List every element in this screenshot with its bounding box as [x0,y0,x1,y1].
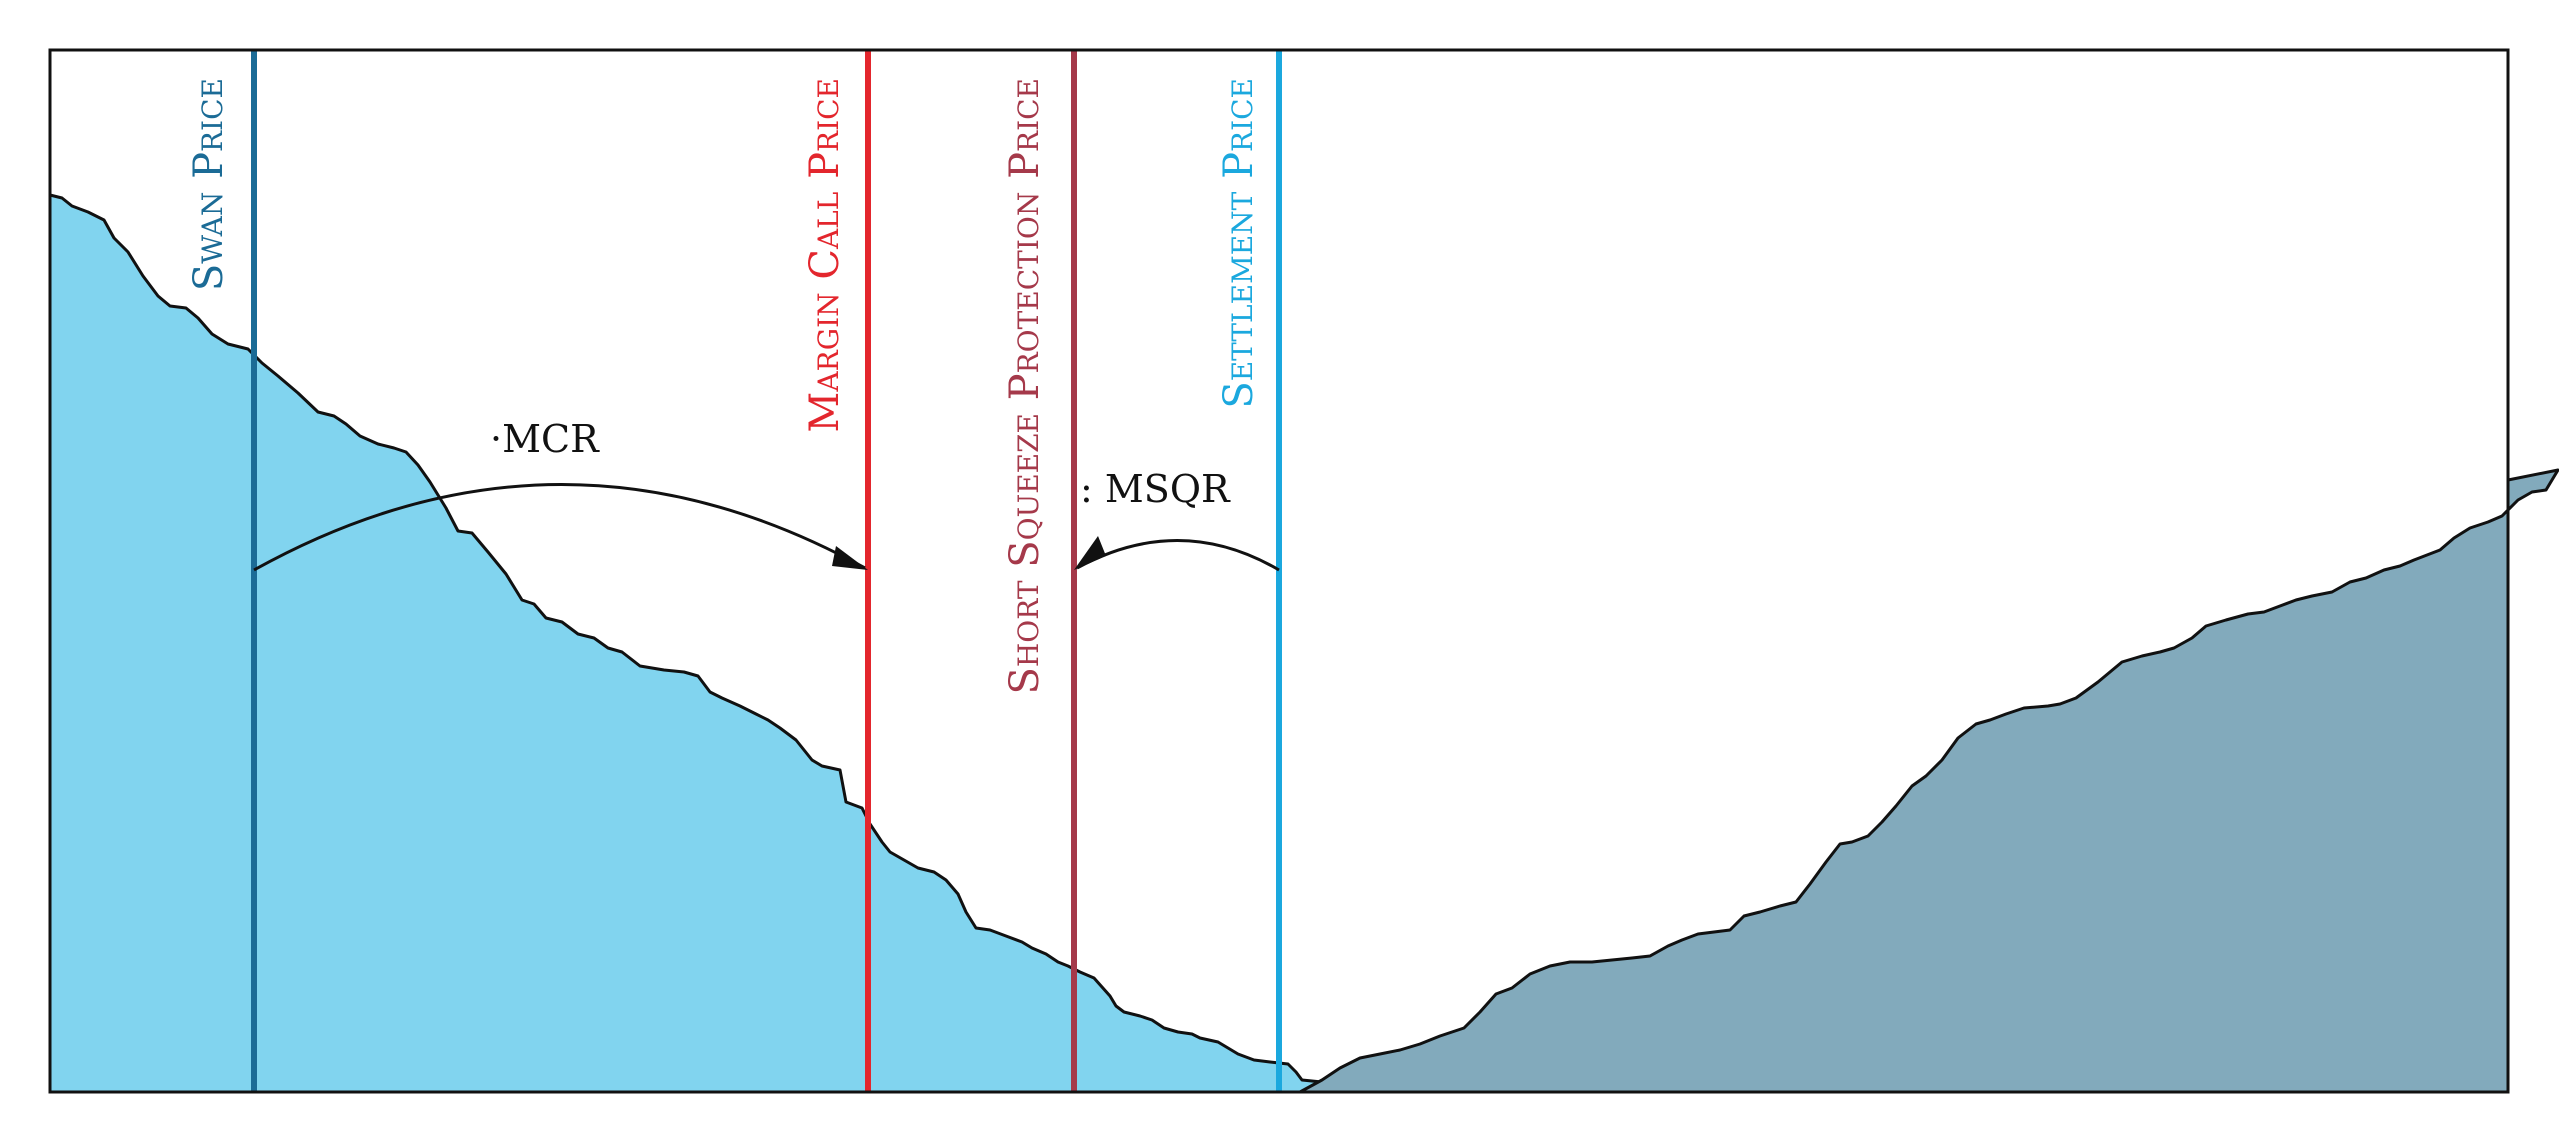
mcr-arrowhead [832,546,868,570]
mcr-arrow [253,483,866,572]
plot-frame [48,48,2510,1094]
swan-price-label: Swan Price [186,78,232,291]
ask-depth-area [1298,468,2559,1094]
settlement-price-label: Settlement Price [1216,78,1262,409]
msqr-label: : MSQR [1080,467,1231,511]
mcr-label: ·MCR [490,417,600,461]
bid-depth-area [48,193,1332,1094]
margin-call-price-label: Margin Call Price [802,78,848,433]
short-squeeze-protection-price-label: Short Squeeze Protection Price [1002,78,1048,695]
msqr-arrow [1076,539,1280,572]
msqr-arrowhead [1074,536,1106,570]
